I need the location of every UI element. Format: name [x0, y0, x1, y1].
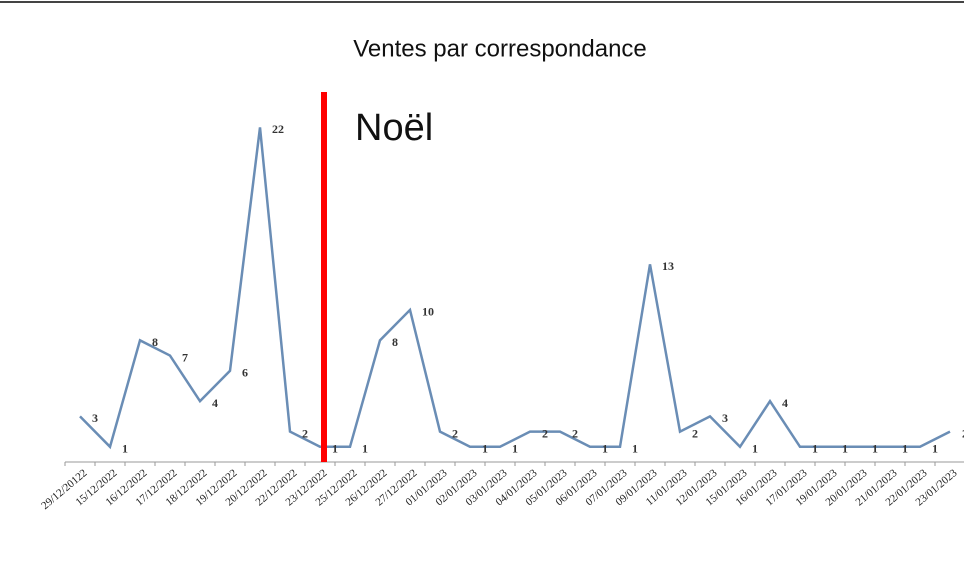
data-label: 1 — [512, 442, 518, 456]
data-label: 13 — [662, 259, 674, 273]
data-label: 22 — [272, 122, 284, 136]
data-label: 1 — [632, 442, 638, 456]
data-label: 2 — [452, 426, 458, 440]
data-label: 2 — [692, 426, 698, 440]
line-series — [79, 127, 951, 450]
data-label: 1 — [902, 442, 908, 456]
data-label: 2 — [542, 426, 548, 440]
data-label: 2 — [302, 426, 308, 440]
data-label: 1 — [752, 442, 758, 456]
data-label: 8 — [392, 335, 398, 349]
data-label: 1 — [602, 442, 608, 456]
data-label: 1 — [332, 442, 338, 456]
data-label: 2 — [962, 426, 964, 440]
data-label: 8 — [152, 335, 158, 349]
data-label: 2 — [572, 426, 578, 440]
annotation: Noël — [355, 107, 433, 149]
data-label: 3 — [722, 411, 728, 425]
data-label: 3 — [92, 411, 98, 425]
data-label: 10 — [422, 305, 434, 319]
chart-title: Ventes par correspondance — [353, 35, 647, 62]
data-label: 1 — [362, 442, 368, 456]
data-label: 1 — [122, 442, 128, 456]
data-label: 1 — [842, 442, 848, 456]
data-label: 4 — [782, 396, 788, 410]
data-label: 1 — [812, 442, 818, 456]
data-label: 1 — [872, 442, 878, 456]
data-label: 7 — [182, 350, 188, 364]
data-label: 4 — [212, 396, 218, 410]
data-label: 1 — [932, 442, 938, 456]
data-label: 6 — [242, 366, 248, 380]
data-label: 1 — [482, 442, 488, 456]
